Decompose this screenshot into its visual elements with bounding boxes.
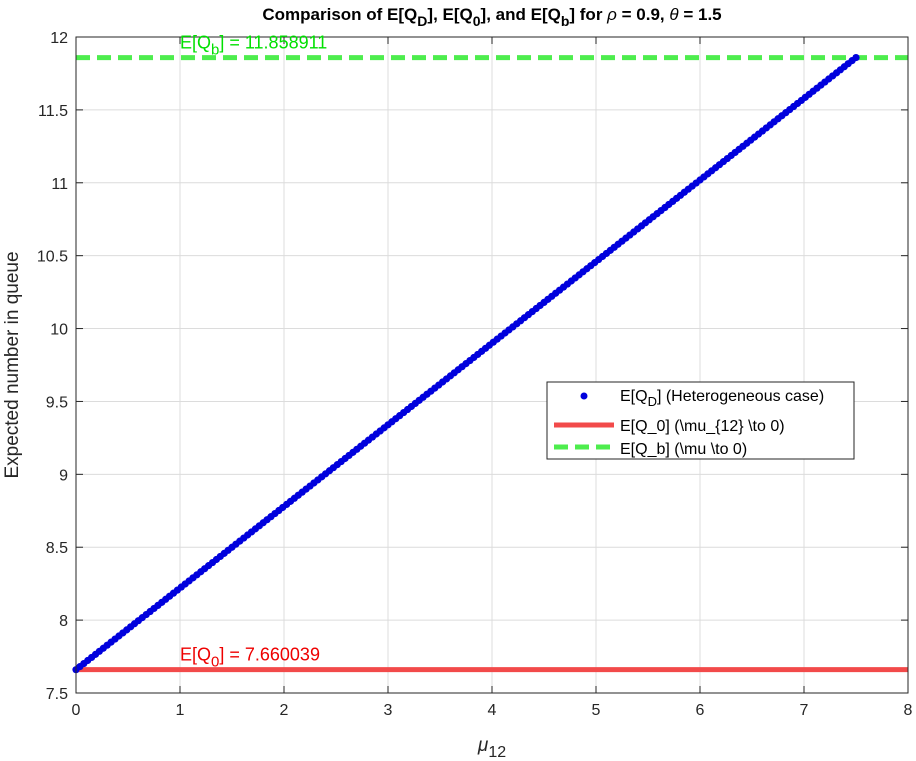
legend-label-eq0: E[Q_0] (\mu_{12} \to 0) xyxy=(620,418,785,435)
x-tick-label: 5 xyxy=(592,702,601,719)
y-tick-label: 9.5 xyxy=(46,394,68,411)
x-tick-label: 6 xyxy=(696,702,705,719)
y-tick-label: 7.5 xyxy=(46,686,68,703)
y-tick-label: 8 xyxy=(59,613,68,630)
series-eqd-point xyxy=(852,53,860,62)
annotation-label: E[Q0] = 7.660039 xyxy=(180,645,320,671)
title-theta-value: = 1.5 xyxy=(679,5,722,24)
x-tick-label: 8 xyxy=(904,702,913,719)
title-sub-0: 0 xyxy=(473,13,481,29)
annotation-label: E[Qb] = 11.858911 xyxy=(180,33,327,59)
annotation-label-pre: E[Q xyxy=(180,33,211,53)
legend-label-eqd-pre: E[Q xyxy=(620,388,648,405)
title-mid-2: ], and E[Q xyxy=(481,5,561,24)
x-tick-label: 0 xyxy=(72,702,81,719)
title-theta-symbol: θ xyxy=(669,5,679,24)
x-tick-label: 3 xyxy=(384,702,393,719)
annotation-label-post: ] = 7.660039 xyxy=(219,645,320,665)
series-eqd xyxy=(72,53,860,674)
x-tick-label: 4 xyxy=(488,702,497,719)
x-ticks: 0 1 2 3 4 5 6 7 8 xyxy=(72,37,913,719)
y-tick-label: 11 xyxy=(51,176,68,193)
legend-marker-eqd xyxy=(580,392,588,400)
title-rho-symbol: ρ xyxy=(606,5,617,24)
x-axis-label: μ12 xyxy=(477,735,506,761)
x-tick-label: 1 xyxy=(176,702,185,719)
annotation-label-post: ] = 11.858911 xyxy=(219,33,327,53)
y-tick-label: 10.5 xyxy=(37,249,68,266)
legend-label-eqd: E[QD] (Heterogeneous case) xyxy=(620,388,824,409)
x-axis-label-symbol: μ xyxy=(477,735,489,756)
chart-title: Comparison of E[QD], E[Q0], and E[Qb] fo… xyxy=(262,5,721,29)
annotation-label-sub: b xyxy=(211,42,219,59)
x-tick-label: 7 xyxy=(800,702,809,719)
y-axis-label: Expected number in queue xyxy=(2,251,23,478)
y-tick-label: 10 xyxy=(50,322,68,339)
y-tick-label: 8.5 xyxy=(46,540,68,557)
y-ticks: 7.5 8 8.5 9 9.5 10 10.5 11 11.5 12 xyxy=(37,30,908,703)
y-tick-label: 11.5 xyxy=(38,103,68,120)
title-sub-d: D xyxy=(417,13,427,29)
legend-label-eqd-sub: D xyxy=(648,394,657,409)
y-tick-label: 9 xyxy=(59,467,68,484)
title-sub-b: b xyxy=(561,13,570,29)
title-prefix: Comparison of E[Q xyxy=(262,5,417,24)
x-axis-label-sub: 12 xyxy=(488,744,506,761)
title-mid-3: ] for xyxy=(569,5,607,24)
annotation-label-pre: E[Q xyxy=(180,645,211,665)
legend-label-eqd-post: ] (Heterogeneous case) xyxy=(657,388,824,405)
series-layer xyxy=(72,53,908,674)
title-rho-value: = 0.9, xyxy=(617,5,669,24)
legend-label-eqb: E[Q_b] (\mu \to 0) xyxy=(620,441,747,458)
legend: E[QD] (Heterogeneous case) E[Q_0] (\mu_{… xyxy=(546,381,855,460)
annotation-label-sub: 0 xyxy=(211,654,219,671)
x-tick-label: 2 xyxy=(280,702,289,719)
y-tick-label: 12 xyxy=(50,30,68,47)
title-mid-1: ], E[Q xyxy=(427,5,472,24)
